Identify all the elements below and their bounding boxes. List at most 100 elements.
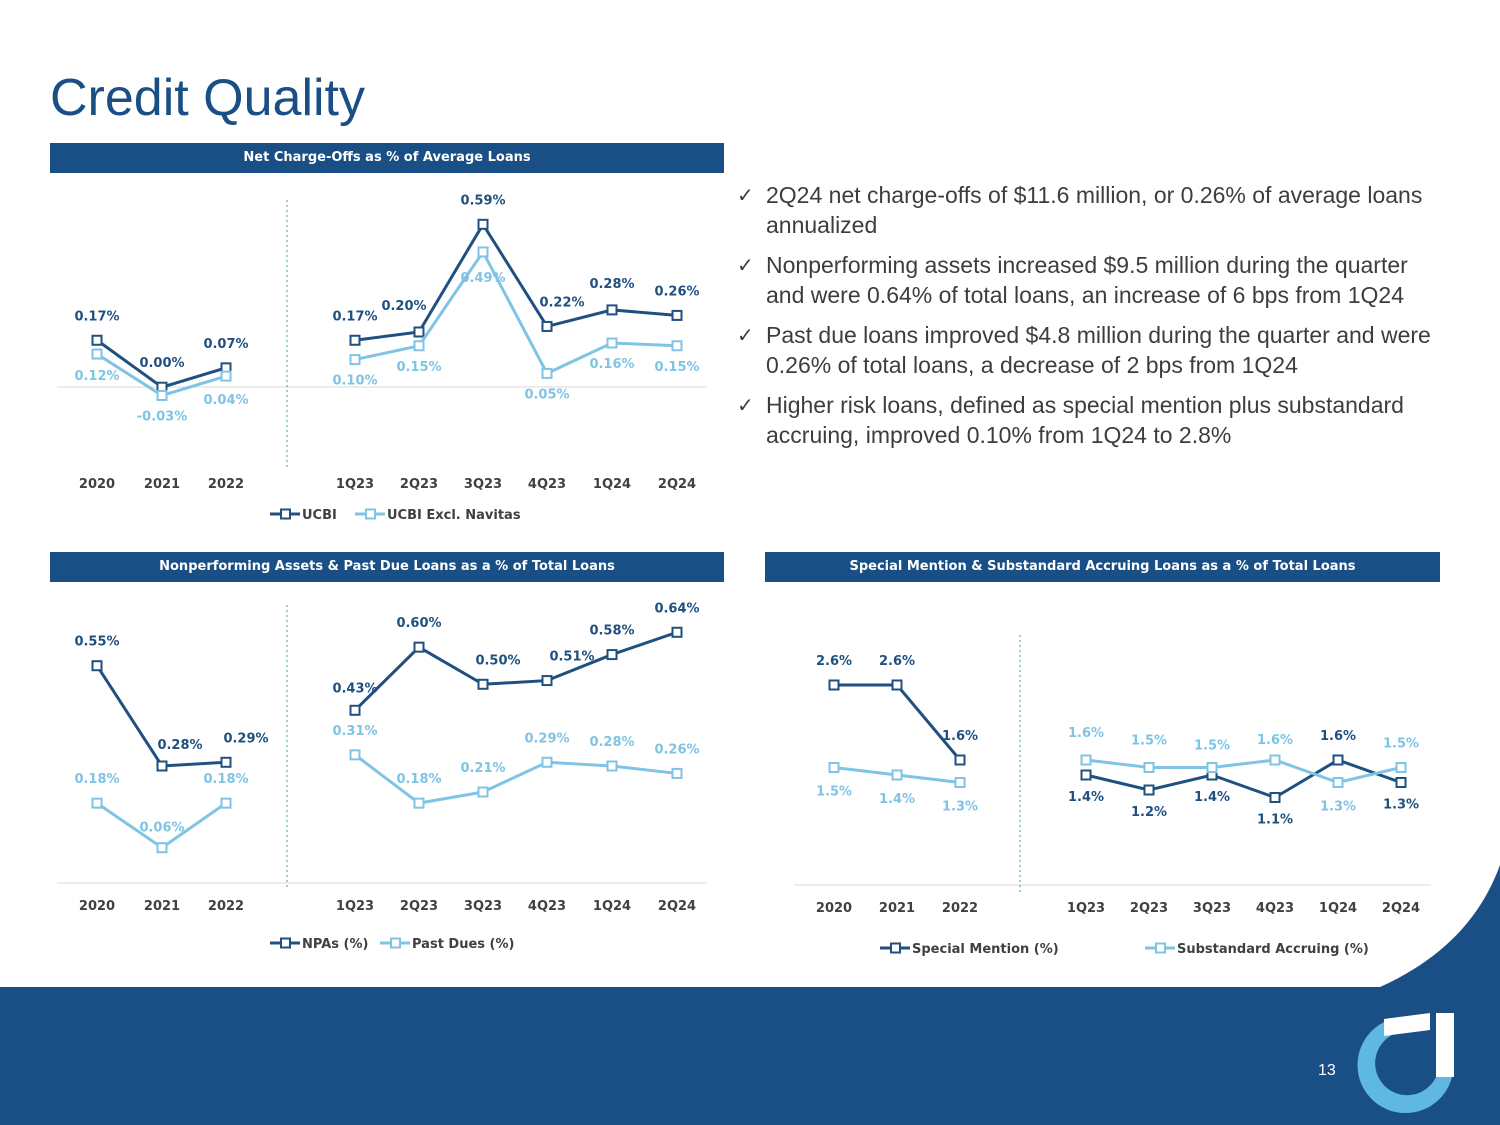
check-icon: ✓: [737, 183, 754, 207]
data-label: 0.22%: [539, 295, 584, 310]
data-point: [891, 679, 903, 691]
data-point: [828, 679, 840, 691]
footer-band: [0, 987, 1500, 1125]
data-point: [91, 334, 103, 346]
data-label: 0.15%: [396, 360, 441, 375]
data-point: [671, 626, 683, 638]
data-point: [413, 340, 425, 352]
series-line: [95, 664, 227, 768]
data-label: 0.26%: [654, 742, 699, 757]
x-tick-label: 2022: [208, 477, 244, 492]
x-tick-label: 2020: [816, 901, 852, 916]
data-label: 0.10%: [332, 374, 377, 389]
data-point: [413, 641, 425, 653]
data-point: [349, 704, 361, 716]
data-label: 1.2%: [1131, 805, 1167, 820]
data-point: [349, 334, 361, 346]
data-point: [220, 370, 232, 382]
x-tick-label: 2022: [942, 901, 978, 916]
data-point: [413, 797, 425, 809]
series-line: [353, 630, 678, 712]
data-label: 1.5%: [1194, 739, 1230, 754]
x-tick-label: 2Q23: [400, 477, 438, 492]
x-tick-label: 2021: [879, 901, 915, 916]
data-point: [541, 367, 553, 379]
data-point: [1206, 762, 1218, 773]
data-label: 1.3%: [1320, 800, 1356, 815]
data-label: 1.5%: [1383, 737, 1419, 752]
series-line: [96, 352, 227, 398]
x-tick-label: 2Q24: [658, 899, 696, 914]
data-point: [606, 304, 618, 316]
data-label: 0.50%: [475, 653, 520, 668]
data-label: 0.51%: [549, 650, 594, 665]
data-point: [91, 348, 103, 360]
data-label: 0.43%: [332, 681, 377, 696]
data-label: 1.3%: [1383, 798, 1419, 813]
data-label: 2.6%: [879, 654, 915, 669]
data-label: 1.4%: [879, 792, 915, 807]
bullet-text: Nonperforming assets increased $9.5 mill…: [766, 252, 1408, 308]
series-line: [354, 249, 678, 376]
bullet-item: ✓ Higher risk loans, defined as special m…: [737, 390, 1447, 450]
data-point: [954, 777, 966, 788]
data-point: [477, 218, 489, 230]
x-tick-label: 4Q23: [528, 477, 566, 492]
data-point: [220, 756, 232, 768]
legend-marker: [280, 508, 291, 520]
data-label: 0.15%: [654, 360, 699, 375]
data-point: [1143, 762, 1155, 773]
data-point: [349, 749, 361, 761]
x-tick-label: 4Q23: [528, 899, 566, 914]
data-label: 0.55%: [74, 635, 119, 650]
data-label: 0.28%: [589, 277, 634, 292]
data-point: [541, 675, 553, 687]
legend-marker: [365, 508, 376, 520]
bullet-text: 2Q24 net charge-offs of $11.6 million, o…: [766, 182, 1423, 238]
data-label: 1.5%: [816, 785, 852, 800]
data-point: [1143, 784, 1155, 796]
data-point: [828, 762, 840, 773]
data-point: [1332, 777, 1344, 788]
bullet-item: ✓ 2Q24 net charge-offs of $11.6 million, …: [737, 180, 1447, 240]
series-line: [1085, 758, 1402, 800]
data-label: 0.18%: [396, 772, 441, 787]
data-label: 0.21%: [460, 761, 505, 776]
data-point: [541, 320, 553, 332]
data-point: [541, 756, 553, 768]
series-line: [96, 801, 227, 850]
data-label: 0.04%: [203, 393, 248, 408]
data-label: 1.3%: [942, 800, 978, 815]
x-tick-label: 4Q23: [1256, 901, 1294, 916]
data-label: 0.26%: [654, 284, 699, 299]
data-point: [91, 660, 103, 672]
legend-marker: [1155, 942, 1166, 954]
data-label: 0.31%: [332, 724, 377, 739]
data-label: 0.64%: [654, 601, 699, 616]
data-label: 1.6%: [1068, 726, 1104, 741]
x-tick-label: 2021: [144, 899, 180, 914]
legend-marker: [390, 937, 401, 949]
data-point: [156, 389, 168, 401]
bullet-text: Higher risk loans, defined as special me…: [766, 392, 1404, 448]
data-label: 0.00%: [139, 356, 184, 371]
data-label: 0.49%: [460, 271, 505, 286]
data-label: 1.6%: [1257, 733, 1293, 748]
data-point: [954, 754, 966, 766]
data-label: 1.4%: [1068, 790, 1104, 805]
series-line: [96, 339, 227, 389]
data-point: [1206, 769, 1218, 781]
key-points-list: ✓ 2Q24 net charge-offs of $11.6 million, …: [737, 180, 1447, 460]
legend-label: Past Dues (%): [412, 937, 514, 952]
data-label: 0.12%: [74, 369, 119, 384]
data-point: [477, 678, 489, 690]
data-label: 0.28%: [589, 735, 634, 750]
data-label: 0.05%: [524, 387, 569, 402]
decorative-curve: [1380, 865, 1500, 987]
data-label: 0.18%: [203, 772, 248, 787]
data-point: [156, 381, 168, 393]
data-point: [1332, 754, 1344, 766]
legend-label: Special Mention (%): [912, 942, 1059, 957]
x-tick-label: 2020: [79, 899, 115, 914]
data-point: [156, 760, 168, 772]
